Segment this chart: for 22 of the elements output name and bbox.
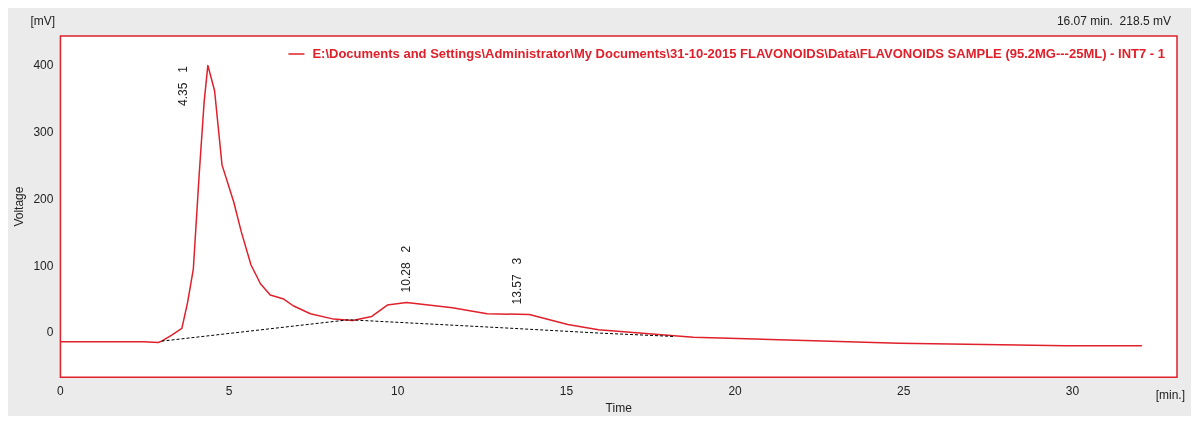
x-tick-label: 15	[559, 383, 574, 398]
x-axis-title: Time	[605, 401, 633, 416]
y-tick-label: 200	[33, 191, 54, 206]
x-tick-label: 10	[391, 383, 405, 398]
legend-label: E:\Documents and Settings\Administrator\My Documents\31-10-2015 FLAVONOIDS\Data\FLAVONOIDS SAMPLE (95.2MG---25ML) - INT7 - 1	[312, 45, 1165, 61]
y-axis-title: Voltage	[11, 186, 26, 227]
x-tick-label: 5	[225, 383, 233, 398]
text: [mV]	[30, 14, 56, 29]
x-tick-label: 30	[1065, 383, 1080, 398]
annotation: 10.28 2	[398, 245, 413, 293]
y-tick-label: 0	[46, 325, 54, 340]
text: 16.07 min. 218.5 mV	[1056, 14, 1171, 29]
y-tick-label: 300	[33, 125, 54, 140]
annotation: 4.35 1	[176, 65, 191, 107]
x-tick-label: 20	[728, 383, 743, 398]
line-series	[161, 319, 675, 342]
text: [min.]	[1155, 388, 1185, 403]
x-tick-label: 25	[897, 383, 911, 398]
x-tick-label: 0	[57, 383, 65, 398]
y-tick-label: 400	[33, 58, 54, 73]
y-tick-label: 100	[33, 258, 54, 273]
annotation: 13.57 3	[510, 257, 525, 305]
